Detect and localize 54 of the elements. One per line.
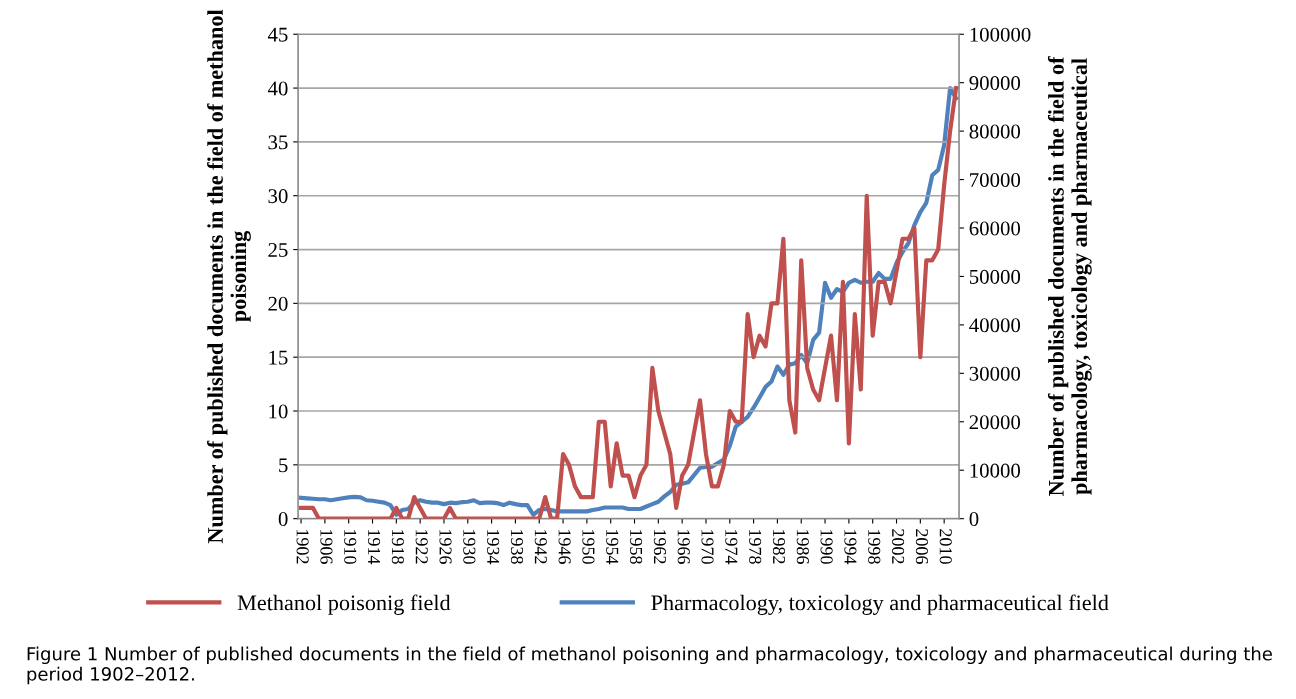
x-tick-label: 1958 bbox=[630, 529, 643, 564]
y-axis-title: Number of published documents in the field of methanol poisoning bbox=[207, 9, 251, 544]
x-tick-label: 1910 bbox=[344, 529, 357, 564]
y-tick-label: 35 bbox=[268, 135, 288, 150]
y-tick-label: 15 bbox=[269, 350, 288, 365]
x-tick-label: 2002 bbox=[892, 529, 905, 564]
y2-tick-label: 60000 bbox=[969, 221, 1021, 236]
x-tick-label: 1954 bbox=[606, 529, 619, 565]
legend-label: Methanol poisonig field bbox=[237, 594, 451, 615]
x-tick-label: 1918 bbox=[391, 529, 404, 564]
y2-tick-label: 90000 bbox=[969, 76, 1021, 91]
x-tick-label: 1938 bbox=[510, 529, 524, 564]
y2-tick-label: 80000 bbox=[969, 124, 1021, 139]
x-tick-label: 1986 bbox=[796, 529, 809, 564]
x-tick-label: 1982 bbox=[772, 529, 786, 564]
y-tick-label: 40 bbox=[267, 81, 288, 96]
y-tick-label: 30 bbox=[268, 189, 288, 204]
x-tick-label: 1950 bbox=[582, 529, 595, 564]
x-tick-label: 1942 bbox=[534, 529, 547, 564]
y2-tick-label: 20000 bbox=[969, 415, 1021, 430]
x-tick-label: 1974 bbox=[725, 529, 738, 565]
y2-axis-title: Number of published documents in the field of pharmacology, toxicology and pharmaceutical bbox=[1047, 56, 1092, 496]
y2-tick-label: 30000 bbox=[969, 366, 1021, 381]
y-tick-label: 45 bbox=[267, 27, 288, 42]
y-tick-label: 5 bbox=[279, 458, 288, 473]
x-tick-label: 1946 bbox=[558, 529, 571, 564]
x-tick-label: 1930 bbox=[463, 529, 476, 564]
x-tick-label: 1902 bbox=[296, 529, 309, 564]
y-tick-label: 0 bbox=[278, 512, 288, 527]
y-tick-label: 20 bbox=[268, 296, 288, 311]
y2-tick-label: 40000 bbox=[969, 318, 1021, 333]
x-tick-label: 2010 bbox=[939, 529, 952, 564]
y-tick-label: 25 bbox=[268, 242, 288, 257]
x-tick-label: 1990 bbox=[820, 529, 833, 564]
x-tick-label: 1934 bbox=[487, 529, 500, 565]
y-tick-label: 10 bbox=[269, 404, 288, 419]
x-tick-label: 2006 bbox=[915, 529, 928, 564]
legend-label: Pharmacology, toxicology and pharmaceutical field bbox=[651, 594, 1109, 615]
x-tick-label: 1998 bbox=[868, 529, 881, 564]
x-tick-label: 1914 bbox=[367, 529, 381, 565]
x-tick-label: 1966 bbox=[677, 529, 690, 564]
x-tick-label: 1978 bbox=[749, 529, 762, 564]
x-tick-label: 1970 bbox=[701, 529, 714, 564]
x-tick-label: 1906 bbox=[320, 529, 333, 564]
caption: Figure 1 Number of published documents in the field of methanol poisoning and pharmacology, toxicology and pharmaceutical during the period 1902–2012. bbox=[27, 646, 1272, 685]
x-tick-label: 1994 bbox=[844, 529, 857, 565]
y2-tick-label: 0 bbox=[969, 512, 979, 527]
x-tick-label: 1962 bbox=[653, 529, 666, 564]
y2-tick-label: 10000 bbox=[970, 463, 1021, 478]
y2-tick-label: 50000 bbox=[969, 269, 1021, 284]
x-tick-label: 1926 bbox=[439, 529, 452, 564]
y2-tick-label: 70000 bbox=[970, 172, 1021, 188]
x-tick-label: 1922 bbox=[415, 529, 428, 564]
y2-tick-label: 100000 bbox=[970, 27, 1031, 42]
